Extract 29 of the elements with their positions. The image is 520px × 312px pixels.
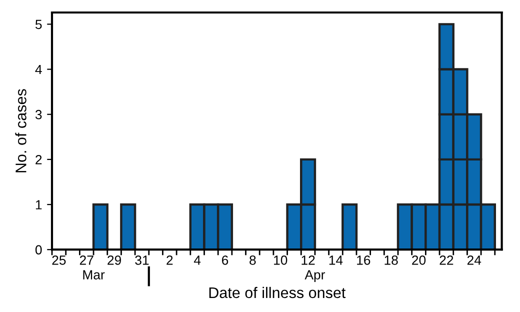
x-tick-label: 10	[274, 256, 288, 265]
y-tick-label: 1	[36, 200, 42, 210]
text: Mar	[83, 270, 105, 280]
y-tick-label: 0	[35, 245, 42, 255]
x-tick-label: 24	[467, 256, 482, 265]
bar	[92, 203, 108, 250]
x-tick-label: 31	[135, 256, 149, 265]
bar	[120, 203, 136, 250]
x-axis-title: Date of illness onset	[209, 286, 346, 298]
x-tick-label: 4	[194, 256, 201, 265]
x-tick-label: 18	[384, 256, 398, 265]
text: Apr	[304, 270, 326, 282]
x-tick-label: 25	[52, 256, 66, 265]
bar	[342, 203, 358, 250]
x-tick-label: 22	[440, 256, 454, 265]
x-tick-label: 2	[166, 256, 173, 265]
x-tick-label: 16	[357, 256, 370, 265]
y-tick-label: 2	[36, 155, 42, 164]
y-tick-label: 5	[35, 20, 42, 30]
x-tick-label: 27	[80, 256, 94, 265]
x-tick-label: 29	[108, 256, 121, 265]
y-tick-label: 3	[35, 110, 42, 120]
x-tick-label: 14	[329, 256, 343, 265]
x-tick-label: 12	[302, 256, 315, 265]
y-axis-title: No. of cases	[15, 89, 26, 172]
x-tick-label: 20	[412, 256, 426, 265]
y-tick-label: 4	[35, 64, 42, 74]
x-tick-label: 8	[250, 256, 256, 265]
x-tick-label: 6	[222, 256, 228, 265]
